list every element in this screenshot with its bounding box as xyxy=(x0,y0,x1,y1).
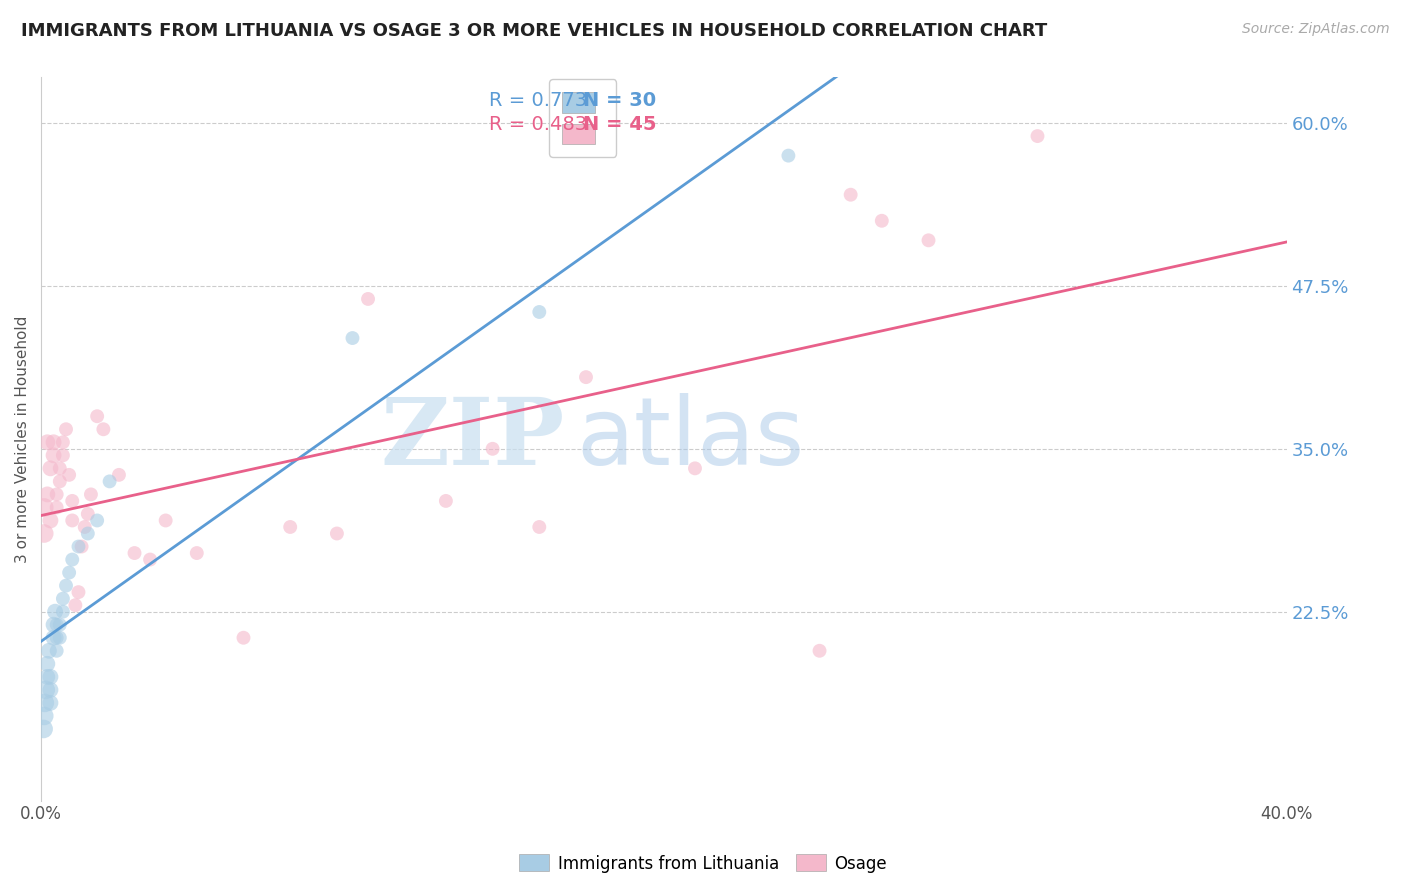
Point xyxy=(529,305,551,319)
Point xyxy=(67,585,90,599)
Point xyxy=(34,696,56,710)
Point xyxy=(52,448,75,462)
Point xyxy=(60,513,83,527)
Point xyxy=(1026,129,1049,144)
Point xyxy=(481,442,503,456)
Point xyxy=(55,422,77,436)
Point xyxy=(45,617,67,632)
Point xyxy=(42,448,65,462)
Point xyxy=(98,475,121,489)
Point xyxy=(37,670,59,684)
Point xyxy=(39,513,62,527)
Point xyxy=(278,520,301,534)
Point xyxy=(58,467,80,482)
Point xyxy=(37,657,59,671)
Point xyxy=(186,546,208,560)
Legend: Immigrants from Lithuania, Osage: Immigrants from Lithuania, Osage xyxy=(513,847,893,880)
Point xyxy=(45,631,67,645)
Point xyxy=(37,487,59,501)
Point xyxy=(52,591,75,606)
Text: N = 30: N = 30 xyxy=(583,91,657,110)
Point xyxy=(529,520,551,534)
Point xyxy=(35,682,58,697)
Point xyxy=(60,552,83,566)
Point xyxy=(575,370,598,384)
Point xyxy=(124,546,146,560)
Point xyxy=(49,475,72,489)
Point xyxy=(870,214,893,228)
Point xyxy=(86,409,108,424)
Point xyxy=(42,617,65,632)
Point xyxy=(58,566,80,580)
Point xyxy=(49,461,72,475)
Point xyxy=(42,631,65,645)
Point xyxy=(108,467,131,482)
Point xyxy=(357,292,380,306)
Point xyxy=(52,605,75,619)
Point xyxy=(76,507,98,521)
Point xyxy=(49,631,72,645)
Point xyxy=(32,500,55,515)
Point xyxy=(86,513,108,527)
Point xyxy=(73,520,96,534)
Point xyxy=(52,435,75,450)
Point xyxy=(55,579,77,593)
Text: R = 0.483: R = 0.483 xyxy=(489,115,588,134)
Text: Source: ZipAtlas.com: Source: ZipAtlas.com xyxy=(1241,22,1389,37)
Point xyxy=(39,461,62,475)
Text: N = 45: N = 45 xyxy=(583,115,657,134)
Point xyxy=(80,487,103,501)
Point xyxy=(45,644,67,658)
Point xyxy=(326,526,349,541)
Point xyxy=(434,494,457,508)
Point xyxy=(39,670,62,684)
Text: atlas: atlas xyxy=(576,393,804,485)
Point xyxy=(49,617,72,632)
Point xyxy=(155,513,177,527)
Point xyxy=(60,494,83,508)
Point xyxy=(45,487,67,501)
Point xyxy=(37,435,59,450)
Point xyxy=(39,696,62,710)
Point xyxy=(65,598,87,612)
Text: R = 0.773: R = 0.773 xyxy=(489,91,588,110)
Point xyxy=(39,682,62,697)
Point xyxy=(38,644,60,658)
Point xyxy=(76,526,98,541)
Point xyxy=(32,526,55,541)
Point xyxy=(839,187,862,202)
Point xyxy=(93,422,115,436)
Point xyxy=(70,540,93,554)
Point xyxy=(778,148,800,162)
Point xyxy=(683,461,706,475)
Point xyxy=(45,500,67,515)
Text: IMMIGRANTS FROM LITHUANIA VS OSAGE 3 OR MORE VEHICLES IN HOUSEHOLD CORRELATION C: IMMIGRANTS FROM LITHUANIA VS OSAGE 3 OR … xyxy=(21,22,1047,40)
Text: ZIP: ZIP xyxy=(380,394,564,484)
Point xyxy=(42,435,65,450)
Y-axis label: 3 or more Vehicles in Household: 3 or more Vehicles in Household xyxy=(15,316,30,563)
Point xyxy=(139,552,162,566)
Point xyxy=(808,644,831,658)
Point xyxy=(67,540,90,554)
Point xyxy=(232,631,254,645)
Point xyxy=(32,709,55,723)
Point xyxy=(44,605,66,619)
Point xyxy=(342,331,364,345)
Point xyxy=(32,722,55,736)
Legend: , : , xyxy=(550,79,616,157)
Point xyxy=(917,233,939,247)
